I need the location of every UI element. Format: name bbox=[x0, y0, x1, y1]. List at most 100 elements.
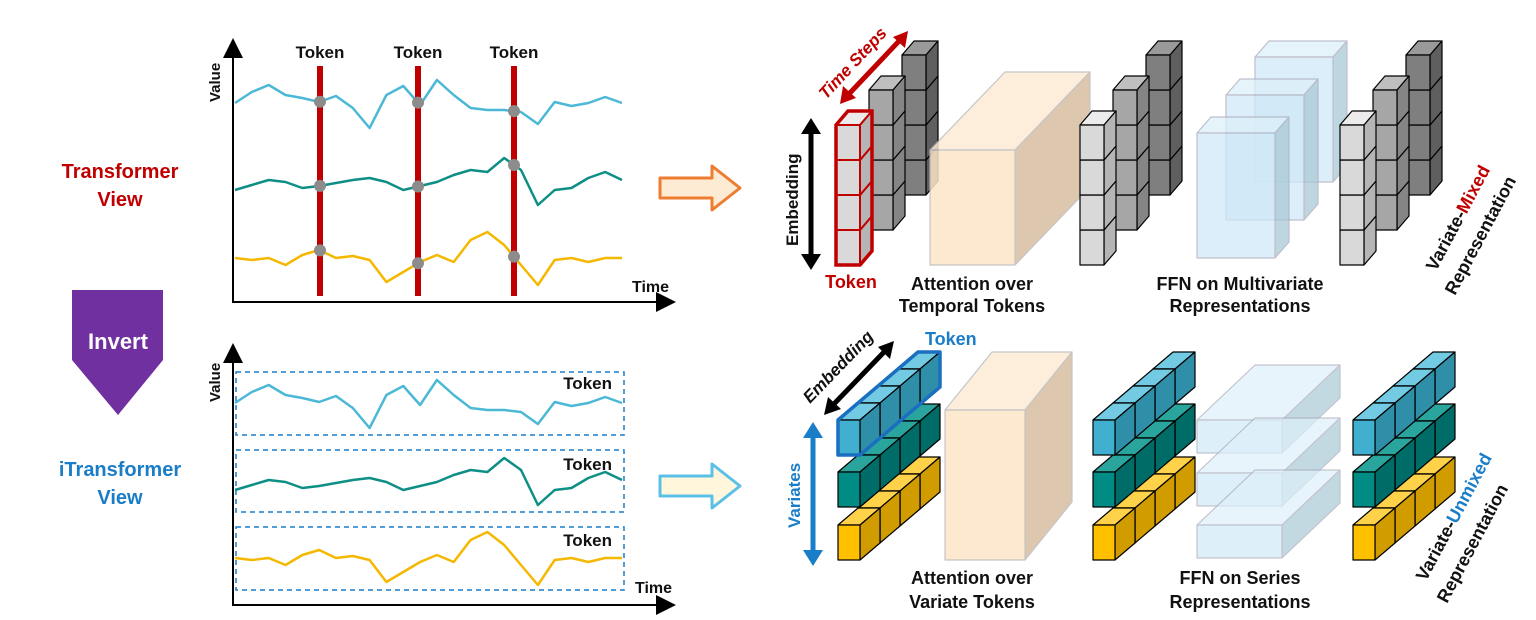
ffn-multivariate-block-1-side-face bbox=[1274, 116, 1290, 259]
attention-variate-line1: Attention over bbox=[911, 568, 1033, 588]
bottom-out-cyan-cube1 bbox=[1352, 402, 1396, 456]
token-point-3-2 bbox=[508, 158, 520, 171]
time-steps-arrow bbox=[846, 38, 902, 97]
bottom-token-label-1: Token bbox=[563, 374, 612, 393]
attention-variate-block-front-face bbox=[944, 409, 1026, 561]
bottom-y-label: Value bbox=[207, 363, 224, 402]
token-point-1-1 bbox=[314, 95, 326, 108]
top-mid-col1-cell4-front-face bbox=[1079, 229, 1105, 266]
transformer-view-label: Transformer View bbox=[62, 161, 179, 211]
top-out-col3-cell1-front-face bbox=[1405, 54, 1431, 91]
top-mid-col2-cell2-front-face bbox=[1112, 124, 1138, 161]
ffn-multivariate-block-2-side-face bbox=[1303, 78, 1319, 221]
token-label-blue: Token bbox=[925, 329, 977, 349]
top-mid-col1-cell1-front-face bbox=[1079, 124, 1105, 161]
red-token-cell2-front-face bbox=[835, 159, 861, 196]
attention-variate-block bbox=[944, 351, 1073, 561]
bottom-mid-teal-cube1-front-face bbox=[1092, 471, 1116, 508]
top-mid-col3-cell1-front-face bbox=[1145, 54, 1171, 91]
top-series-1-line bbox=[234, 78, 623, 130]
embedding-arrowhead-up bbox=[801, 118, 821, 134]
embedding-arrowhead-down bbox=[801, 254, 821, 270]
invert-arrow-shape bbox=[72, 290, 163, 415]
attention-temporal-block-front-face bbox=[929, 149, 1016, 266]
token-point-2-2 bbox=[412, 180, 424, 193]
top-mid-col3-cell1 bbox=[1145, 40, 1183, 91]
red-token-cell4-front-face bbox=[835, 229, 861, 266]
time-steps-arrowhead-2 bbox=[893, 31, 908, 48]
top-out-col1-cell3-front-face bbox=[1339, 194, 1365, 231]
top-input-col2-cell1-front-face bbox=[868, 89, 894, 126]
bottom-mid-teal-cube1 bbox=[1092, 454, 1136, 508]
top-series-2-line bbox=[234, 156, 623, 207]
invert-label: Invert bbox=[88, 329, 149, 354]
variate-token-box-1 bbox=[235, 371, 625, 436]
top-mid-col1-cell2-front-face bbox=[1079, 159, 1105, 196]
bottom-token-label-3: Token bbox=[563, 531, 612, 550]
top-input-col2-cell1 bbox=[868, 75, 906, 126]
red-token-cell1-front-face bbox=[835, 124, 861, 161]
top-input-col3-cell1-front-face bbox=[901, 54, 927, 91]
bottom-right-arrow-icon bbox=[658, 462, 742, 510]
ffn-series-line1: FFN on Series bbox=[1179, 568, 1300, 588]
ffn-series-line2: Representations bbox=[1169, 592, 1310, 612]
variates-arrowhead-down bbox=[803, 550, 823, 566]
embedding-arrow-diagonal bbox=[830, 348, 888, 408]
bottom-input-teal-cube1-front-face bbox=[837, 471, 861, 508]
top-out-col1-cell4-front-face bbox=[1339, 229, 1365, 266]
top-mid-col3-cell2-front-face bbox=[1145, 89, 1171, 126]
itransformer-view-line2: View bbox=[97, 487, 143, 509]
itransformer-view-label: iTransformer View bbox=[59, 459, 181, 509]
time-steps-arrowhead-1 bbox=[840, 86, 856, 104]
top-out-col3-cell1 bbox=[1405, 40, 1443, 91]
top-token-label-3: Token bbox=[490, 43, 539, 62]
token-label-red: Token bbox=[825, 272, 877, 292]
ffn-series-block-3 bbox=[1196, 469, 1341, 559]
bottom-input-cyan-cube1-front-face bbox=[837, 419, 861, 456]
embedding-label: Embedding bbox=[783, 153, 802, 246]
token-point-2-1 bbox=[412, 96, 424, 109]
token-point-1-2 bbox=[314, 179, 326, 192]
bottom-input-teal-cube1 bbox=[837, 454, 881, 508]
time-token-bar-3 bbox=[511, 66, 517, 296]
transformer-view-line1: Transformer bbox=[62, 161, 179, 183]
bottom-input-yellow-cube1-front-face bbox=[837, 524, 861, 561]
bottom-series-1-line bbox=[234, 378, 623, 430]
invert-arrow: Invert bbox=[72, 290, 163, 415]
token-point-2-3 bbox=[412, 257, 424, 270]
top-out-col2-cell1-front-face bbox=[1372, 89, 1398, 126]
top-chart: Value Time Token Token Token bbox=[207, 38, 676, 312]
ffn-multivariate-block-1-top-face bbox=[1196, 116, 1290, 134]
bottom-x-label: Time bbox=[635, 580, 672, 597]
top-out-col1-cell1 bbox=[1339, 110, 1377, 161]
ffn-series-block-3-front-face bbox=[1196, 524, 1283, 559]
top-right-arrow-icon bbox=[658, 164, 742, 212]
red-token-outline bbox=[834, 109, 874, 267]
itransformer-view-line1: iTransformer bbox=[59, 459, 181, 481]
bottom-out-teal-cube1-front-face bbox=[1352, 471, 1376, 508]
top-input-col3-cell2-front-face bbox=[901, 89, 927, 126]
attention-temporal-line2: Temporal Tokens bbox=[899, 296, 1045, 316]
ffn-multivariate-line1: FFN on Multivariate bbox=[1156, 274, 1323, 294]
ffn-multivariate-block-2-top-face bbox=[1225, 78, 1319, 96]
top-mid-col1-cell1 bbox=[1079, 110, 1117, 161]
bottom-series-3-line bbox=[234, 530, 622, 587]
bottom-out-cyan-cube1-front-face bbox=[1352, 419, 1376, 456]
top-out-col2-cell3-front-face bbox=[1372, 159, 1398, 196]
bottom-chart: Value Time Token Token Token bbox=[207, 343, 676, 615]
blue-token-outline bbox=[836, 350, 942, 457]
top-input-col3-cell1 bbox=[901, 40, 939, 91]
top-mid-col2-cell1 bbox=[1112, 75, 1150, 126]
top-out-col1-cell1-front-face bbox=[1339, 124, 1365, 161]
ffn-multivariate-line2: Representations bbox=[1169, 296, 1310, 316]
attention-temporal-line1: Attention over bbox=[911, 274, 1033, 294]
embedding-arrowhead-2 bbox=[878, 341, 894, 359]
transformer-view-line2: View bbox=[97, 189, 143, 211]
top-out-col2-cell1 bbox=[1372, 75, 1410, 126]
top-mid-col1-cell3-front-face bbox=[1079, 194, 1105, 231]
top-mid-col2-cell4-front-face bbox=[1112, 194, 1138, 231]
bottom-mid-cyan-cube1 bbox=[1092, 402, 1136, 456]
token-point-3-3 bbox=[508, 250, 520, 263]
top-y-label: Value bbox=[207, 63, 224, 102]
